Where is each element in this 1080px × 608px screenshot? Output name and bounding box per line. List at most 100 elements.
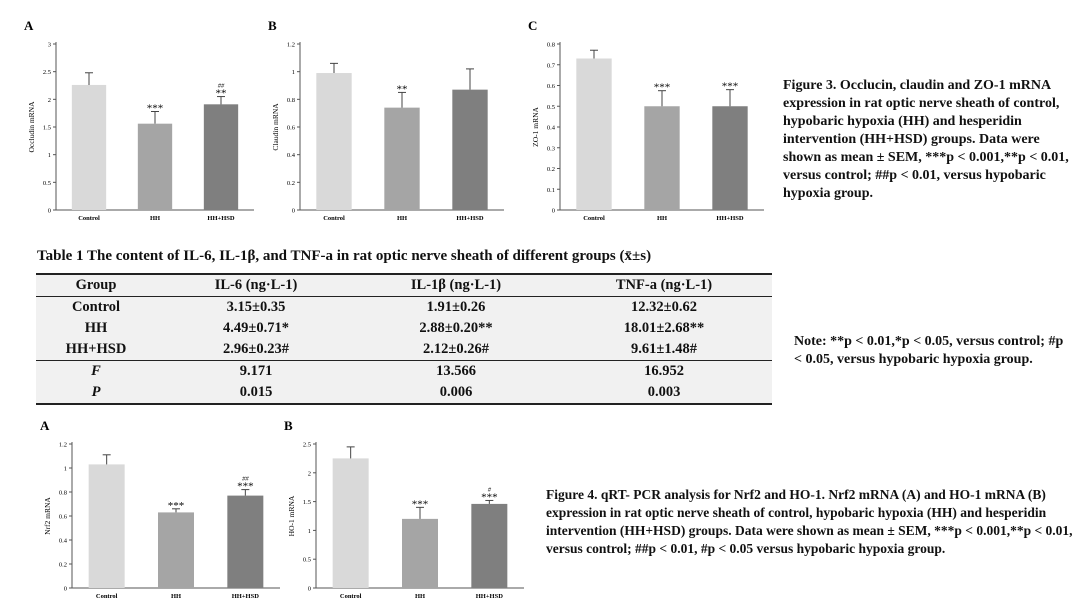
y-tick-label: 0.6 (287, 125, 296, 132)
y-tick-label: 1 (64, 466, 67, 473)
x-category-label: HH (150, 215, 160, 222)
table-cell: 4.49±0.71* (223, 320, 289, 336)
significance-marker: ** (397, 83, 408, 95)
chart-ho1-mrna: BHO-1 mRNA00.511.522.5Control***HH***#HH… (284, 418, 524, 600)
table-cell: 2.96±0.23# (223, 341, 289, 357)
panel-letter: A (40, 418, 50, 433)
y-tick-label: 0 (64, 586, 67, 593)
x-category-label: Control (340, 593, 362, 600)
y-axis-label: Claudin mRNA (271, 103, 280, 151)
y-tick-label: 0.7 (547, 62, 556, 69)
table-row: HH 4.49±0.71* 2.88±0.20** 18.01±2.68** (36, 318, 772, 339)
x-category-label: HH (415, 593, 425, 600)
y-tick-label: 0 (48, 208, 51, 215)
y-axis-label: Occludin mRNA (27, 101, 36, 153)
table-note: Note: **p < 0.01,*p < 0.05, versus contr… (794, 334, 1064, 367)
bar-hh (402, 518, 438, 588)
y-axis-label: Nrf2 mRNA (43, 497, 52, 535)
significance-marker: *** (722, 81, 739, 93)
y-tick-label: 0.6 (59, 514, 68, 521)
hsd-significance-marker: ## (242, 476, 249, 483)
x-category-label: HH+HSD (232, 593, 259, 600)
figure3-panel-a: A Occludin mRNA 0 0.5 1 1.5 2 2.5 3 Control *** HH *… (22, 18, 272, 228)
table-cell: 18.01±2.68** (623, 320, 705, 336)
bar-hh (644, 106, 680, 210)
bar-hh-hsd (712, 106, 748, 210)
y-axis-label: ZO-1 mRNA (531, 107, 540, 147)
table-cell: 12.32±0.62 (631, 299, 697, 315)
y-axis-label: HO-1 mRNA (287, 495, 296, 536)
y-tick-label: 0.4 (547, 125, 556, 132)
hsd-significance-marker: ## (218, 83, 225, 90)
y-tick-label: 1 (292, 69, 295, 76)
y-tick-label: 0.5 (43, 180, 51, 187)
table-cell: 13.566 (436, 363, 476, 379)
y-tick-label: 0.8 (287, 97, 295, 104)
y-tick-label: 0.3 (547, 145, 555, 152)
y-tick-label: 0.6 (547, 83, 556, 90)
figure4-caption: Figure 4. qRT- PCR analysis for Nrf2 and… (546, 487, 1073, 556)
bar-hh (137, 123, 173, 210)
x-category-label: HH+HSD (207, 215, 234, 222)
table-cell: 2.88±0.20** (419, 320, 493, 336)
bar-control (88, 464, 125, 588)
bar-control (71, 84, 107, 210)
y-tick-label: 1.5 (303, 499, 311, 506)
bar-hh-hsd (452, 89, 488, 210)
table-cell: 9.171 (239, 363, 273, 379)
y-tick-label: 0 (552, 208, 555, 215)
bar-hh (158, 512, 194, 588)
y-tick-label: 2 (308, 470, 311, 477)
table-cell: 0.006 (439, 384, 473, 400)
table-cell: F (91, 363, 101, 379)
y-tick-label: 3 (48, 42, 51, 49)
y-tick-label: 0.4 (287, 152, 296, 159)
y-tick-label: 0 (292, 208, 295, 215)
cytokine-table: Group IL-6 (ng·L-1) IL-1β (ng·L-1) TNF-a… (36, 273, 772, 405)
table-header: TNF-a (ng·L-1) (615, 277, 713, 293)
y-tick-label: 0.8 (547, 42, 555, 49)
y-tick-label: 0.8 (59, 490, 67, 497)
y-tick-label: 1.2 (59, 442, 67, 449)
table-stats-row: F 9.171 13.566 16.952 (36, 360, 772, 383)
table-cell: 0.003 (647, 384, 681, 400)
table-row: Control 3.15±0.35 1.91±0.26 12.32±0.62 (36, 297, 772, 319)
bar-hh-hsd (227, 495, 264, 588)
y-tick-label: 2.5 (303, 442, 311, 449)
x-category-label: HH+HSD (456, 215, 483, 222)
table-cell: Control (71, 299, 121, 315)
bar-control (576, 58, 612, 211)
table-cell: 16.952 (644, 363, 684, 379)
x-category-label: HH+HSD (476, 593, 503, 600)
x-category-label: HH (657, 215, 667, 222)
y-tick-label: 1.5 (43, 125, 51, 132)
significance-marker: *** (147, 103, 164, 115)
table-cell: 3.15±0.35 (226, 299, 286, 315)
y-tick-label: 1 (48, 152, 51, 159)
table-cell: 1.91±0.26 (426, 299, 486, 315)
hsd-significance-marker: # (488, 486, 492, 493)
figure4-panel-b: B HO-1 mRNA 0 0.5 1 1.5 2 2.5 Control *** HH *** # HH… (282, 418, 542, 606)
significance-marker: *** (654, 82, 671, 94)
y-tick-label: 2 (48, 97, 51, 104)
bar-hh-hsd (471, 503, 508, 588)
figure3-panel-c: C ZO-1 mRNA 0 0.1 0.2 0.3 0.4 0.5 0.6 0.7 0.8 Contr… (526, 18, 782, 228)
x-category-label: Control (78, 215, 100, 222)
significance-marker: *** (481, 491, 498, 503)
y-tick-label: 0.2 (287, 180, 295, 187)
y-tick-label: 0.1 (547, 187, 555, 194)
panel-letter: A (24, 18, 34, 33)
x-category-label: HH (171, 593, 181, 600)
x-category-label: Control (96, 593, 118, 600)
bar-hh (384, 107, 420, 210)
bar-hh-hsd (203, 104, 239, 210)
y-tick-label: 0.5 (303, 557, 311, 564)
x-category-label: HH+HSD (716, 215, 743, 222)
table-header: IL-6 (ng·L-1) (214, 277, 298, 293)
significance-marker: *** (168, 500, 185, 512)
figure4-panel-a: A Nrf2 mRNA 0 0.2 0.4 0.6 0.8 1 1.2 Control *** HH *… (38, 418, 298, 606)
x-category-label: HH (397, 215, 407, 222)
table-cell: 2.12±0.26# (423, 341, 489, 357)
table-cell: P (91, 384, 101, 400)
chart-occludin-mrna: A Occludin mRNA 0 0.5 1 1.5 2 2.5 3 Control *** HH *… (24, 18, 254, 222)
